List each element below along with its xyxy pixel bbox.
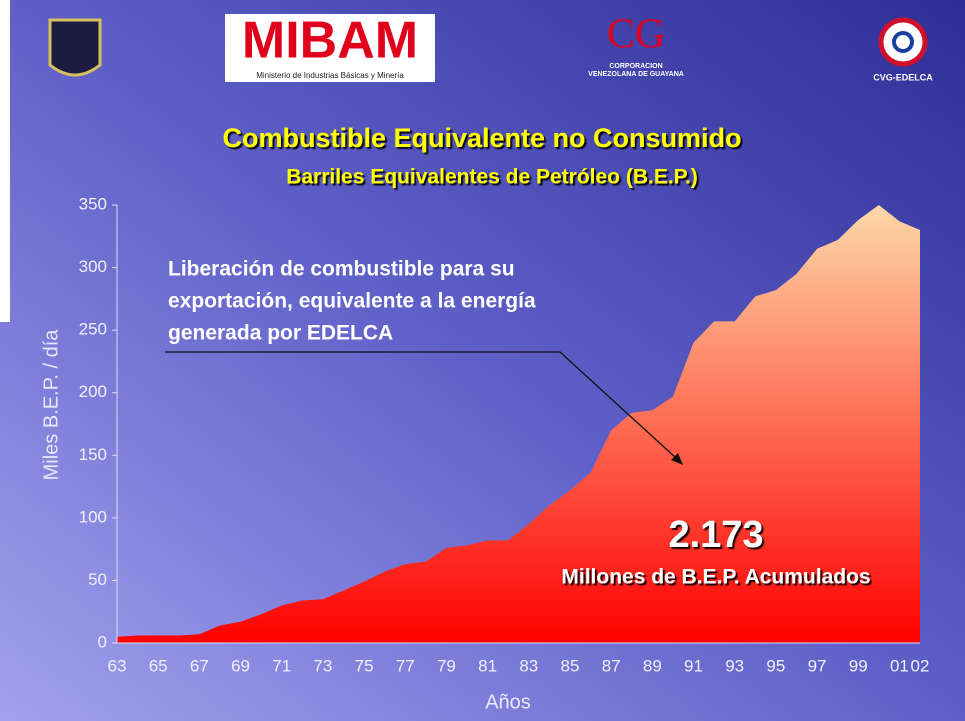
chart-subtitle: Barriles Equivalentes de Petróleo (B.E.P… <box>286 166 698 189</box>
x-tick-label: 77 <box>396 656 415 675</box>
x-tick-label: 87 <box>602 656 621 675</box>
x-tick-label: 91 <box>684 656 703 675</box>
edelca-logo-inner <box>892 31 914 53</box>
x-tick-label: 85 <box>561 656 580 675</box>
x-tick-label: 02 <box>911 656 930 675</box>
y-tick-label: 50 <box>88 570 107 589</box>
x-tick-label: 63 <box>108 656 127 675</box>
total-value: 2.173 <box>668 514 763 556</box>
x-tick-label: 71 <box>272 656 291 675</box>
x-tick-label: 95 <box>766 656 785 675</box>
x-tick-label: 01 <box>890 656 909 675</box>
y-tick-label: 200 <box>79 382 107 401</box>
arrow-line <box>165 351 677 459</box>
header: MIBAM Ministerio de Industrias Básicas y… <box>48 12 933 82</box>
y-tick-label: 250 <box>79 320 107 339</box>
x-tick-label: 93 <box>725 656 744 675</box>
edelca-logo <box>878 17 928 67</box>
x-tick-label: 67 <box>190 656 209 675</box>
annotations: 2.173 Millones de B.E.P. Acumulados Libe… <box>165 258 871 589</box>
cvg-logo: CG <box>607 12 665 58</box>
x-tick-label: 81 <box>478 656 497 675</box>
x-tick-label: 97 <box>808 656 827 675</box>
total-label: Millones de B.E.P. Acumulados <box>561 566 870 589</box>
x-tick-label: 75 <box>355 656 374 675</box>
mibam-logo: MIBAM <box>242 12 418 70</box>
annotation-text: generada por EDELCA <box>168 322 393 345</box>
x-tick-label: 83 <box>519 656 538 675</box>
y-axis-label: Miles B.E.P. / día <box>40 329 62 481</box>
edge-strip <box>0 0 10 322</box>
y-tick-label: 300 <box>79 257 107 276</box>
x-tick-label: 69 <box>231 656 250 675</box>
plot: 0 50 100 150 200 250 300 350 63 65 67 69 71 73 75 77 79 8… <box>79 194 930 675</box>
y-tick-label: 0 <box>98 632 107 651</box>
x-tick-label: 89 <box>643 656 662 675</box>
y-tick-label: 150 <box>79 445 107 464</box>
edelca-label: CVG-EDELCA <box>873 72 933 82</box>
x-tick-label: 65 <box>149 656 168 675</box>
chart-title: Combustible Equivalente no Consumido <box>222 123 741 153</box>
arrow-head <box>671 453 683 465</box>
y-tick-label: 100 <box>79 507 107 526</box>
mibam-box <box>225 14 435 82</box>
annotation-text: exportación, equivalente a la energía <box>168 290 536 313</box>
ministry-name: Ministerio de Industrias Básicas y Miner… <box>256 71 404 80</box>
x-tick-label: 73 <box>313 656 332 675</box>
cvg-line: CORPORACION <box>609 63 662 70</box>
x-tick-label: 79 <box>437 656 456 675</box>
x-axis-label: Años <box>485 691 531 713</box>
x-tick-label: 99 <box>849 656 868 675</box>
y-tick-label: 350 <box>79 194 107 213</box>
annotation-text: Liberación de combustible para su <box>168 258 515 281</box>
shield-logo <box>48 18 102 77</box>
cvg-line: VENEZOLANA DE GUAYANA <box>588 71 684 78</box>
area <box>117 205 920 643</box>
